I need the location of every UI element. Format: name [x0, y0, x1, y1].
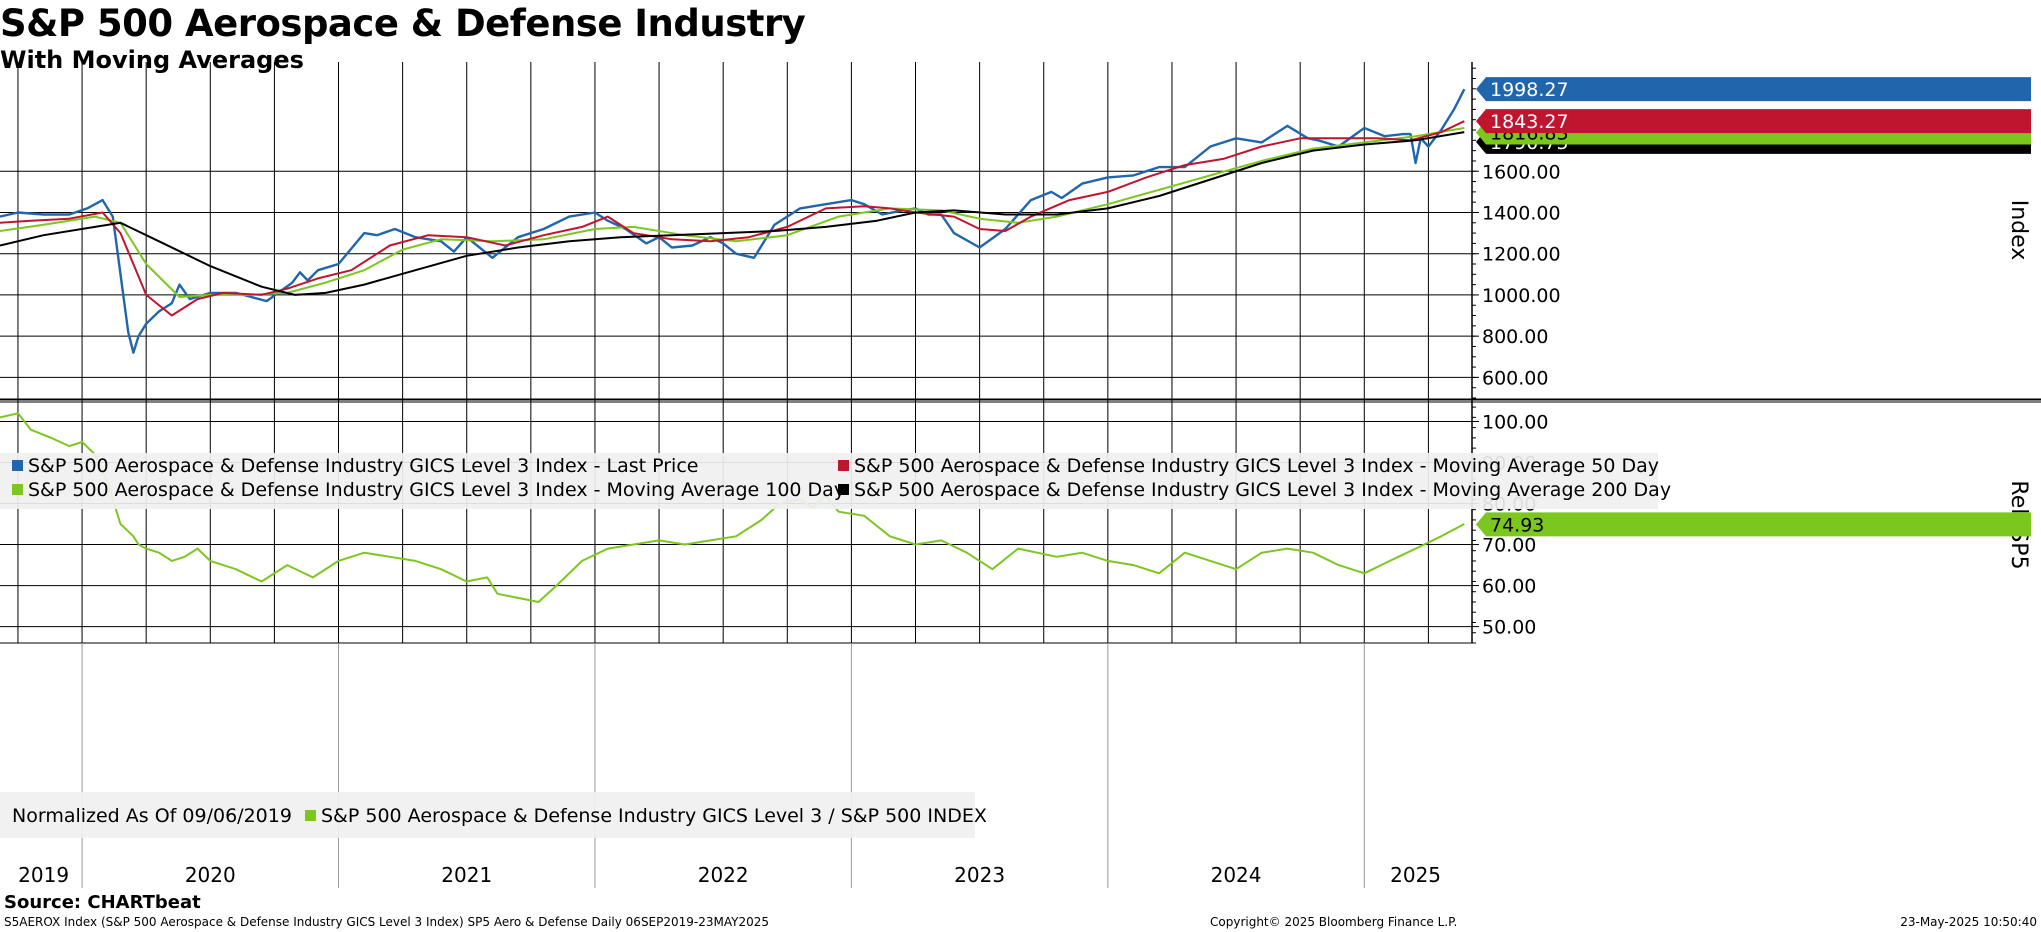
top-legend-background	[0, 453, 1658, 509]
x-year-label: 2021	[441, 863, 492, 887]
top-panel-y-tick-label: 1200.00	[1482, 244, 1561, 266]
ma100-line	[0, 127, 1465, 298]
normalized-note: Normalized As Of 09/06/2019	[12, 805, 292, 827]
legend-swatch	[838, 460, 849, 471]
legend-swatch	[305, 810, 316, 821]
ma50-last-value-tag-text: 1843.27	[1490, 111, 1569, 133]
legend-entry-label: S&P 500 Aerospace & Defense Industry GIC…	[28, 479, 845, 501]
relative-last-value-tag-text: 74.93	[1490, 514, 1544, 536]
bottom-panel-y-tick-label: 70.00	[1482, 535, 1536, 557]
source-note: Source: CHARTbeat	[4, 892, 201, 913]
x-axis: 2019 2020 2021 2022 2023 2024 2025	[18, 643, 1441, 888]
top-panel-y-axis-title: Index	[2006, 200, 2031, 261]
relative-last-value-tag: 74.93	[1476, 512, 2031, 537]
bottom-panel-y-tick-label: 100.00	[1482, 411, 1548, 433]
legend-entry-label: S&P 500 Aerospace & Defense Industry GIC…	[321, 805, 987, 827]
bottom-legend-background	[0, 792, 975, 838]
legend-swatch	[12, 484, 23, 495]
price-last-value-tag-bg	[1476, 77, 2031, 102]
ma50-last-value-tag: 1843.27	[1476, 109, 2031, 134]
legend-swatch	[838, 484, 849, 495]
price-line	[0, 88, 1466, 354]
top-panel-horizontal-grid: 600.00 800.00 1000.00 1200.00 1400.00 1600.00	[0, 67, 1561, 399]
top-legend: S&P 500 Aerospace & Defense Industry GIC…	[0, 453, 1671, 509]
legend-entry-label: S&P 500 Aerospace & Defense Industry GIC…	[28, 455, 698, 477]
top-panel-y-tick-label: 1400.00	[1482, 202, 1561, 224]
legend-entry-label: S&P 500 Aerospace & Defense Industry GIC…	[854, 455, 1659, 477]
ma50-line	[0, 120, 1465, 317]
footer-timestamp: 23-May-2025 10:50:40	[1900, 915, 2037, 929]
relative-performance-line	[0, 412, 1465, 603]
bottom-panel-y-tick-label: 50.00	[1482, 617, 1536, 639]
x-year-label: 2025	[1390, 863, 1441, 887]
ma200-line	[0, 131, 1465, 296]
x-year-label: 2024	[1211, 863, 1262, 887]
x-year-label: 2022	[698, 863, 749, 887]
top-panel-y-tick-label: 1000.00	[1482, 285, 1561, 307]
top-panel-y-tick-label: 600.00	[1482, 367, 1548, 389]
bottom-panel-y-tick-label: 60.00	[1482, 576, 1536, 598]
top-panel-y-tick-label: 800.00	[1482, 326, 1548, 348]
chart-subtitle: With Moving Averages	[0, 46, 304, 74]
x-year-label: 2020	[185, 863, 236, 887]
legend-entry-label: S&P 500 Aerospace & Defense Industry GIC…	[854, 479, 1671, 501]
chart-title: S&P 500 Aerospace & Defense Industry	[0, 2, 806, 45]
price-last-value-tag-text: 1998.27	[1490, 79, 1569, 101]
footer-copyright: Copyright© 2025 Bloomberg Finance L.P.	[1210, 915, 1458, 929]
vertical-gridlines	[17, 62, 1429, 643]
bottom-legend: Normalized As Of 09/06/2019 S&P 500 Aeros…	[0, 792, 987, 838]
x-year-label: 2019	[18, 863, 69, 887]
relative-last-value-tag-bg	[1476, 512, 2031, 537]
legend-swatch	[12, 460, 23, 471]
ma50-last-value-tag-bg	[1476, 109, 2031, 134]
footer-ticker-info: S5AEROX Index (S&P 500 Aerospace & Defen…	[4, 915, 770, 929]
top-panel-y-tick-label: 1600.00	[1482, 161, 1561, 183]
x-year-label: 2023	[954, 863, 1005, 887]
price-last-value-tag: 1998.27	[1476, 77, 2031, 102]
